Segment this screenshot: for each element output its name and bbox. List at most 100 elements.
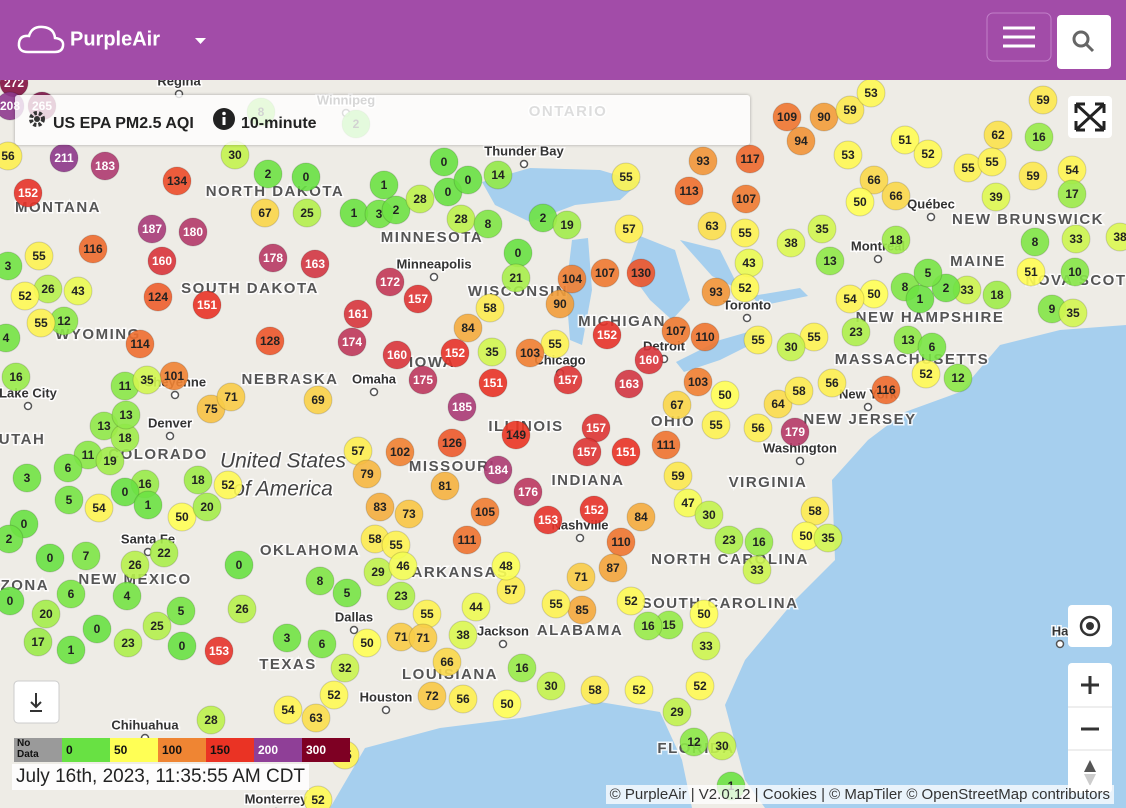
sensor[interactable]: 51 <box>1016 257 1046 287</box>
sensor[interactable]: 172 <box>375 267 405 297</box>
zoom-in-button[interactable] <box>1081 676 1099 694</box>
sensor[interactable]: 16 <box>507 653 537 683</box>
sensor[interactable]: 5 <box>913 258 943 288</box>
sensor[interactable]: 4 <box>0 323 21 353</box>
sensor[interactable]: 30 <box>707 731 737 761</box>
sensor[interactable]: 160 <box>382 340 412 370</box>
compass-button[interactable] <box>1084 760 1096 772</box>
sensor[interactable]: 14 <box>483 160 513 190</box>
sensor[interactable]: 104 <box>557 264 587 294</box>
sensor[interactable]: 161 <box>343 299 373 329</box>
sensor[interactable]: 94 <box>786 126 816 156</box>
sensor[interactable]: 33 <box>1061 224 1091 254</box>
sensor[interactable]: 55 <box>24 241 54 271</box>
sensor[interactable]: 18 <box>110 423 140 453</box>
sensor[interactable]: 16 <box>1024 122 1054 152</box>
sensor[interactable]: 52 <box>911 359 941 389</box>
sensor[interactable]: 35 <box>132 365 162 395</box>
sensor[interactable]: 2 <box>253 159 283 189</box>
sensor[interactable]: 157 <box>553 365 583 395</box>
sensor[interactable]: 6 <box>53 453 83 483</box>
sensor[interactable]: 58 <box>800 496 830 526</box>
sensor[interactable]: 55 <box>953 153 983 183</box>
sensor[interactable]: 46 <box>388 551 418 581</box>
sensor[interactable]: 63 <box>697 211 727 241</box>
sensor[interactable]: 2 <box>381 195 411 225</box>
sensor[interactable]: 163 <box>300 249 330 279</box>
sensor[interactable]: 18 <box>982 280 1012 310</box>
sensor[interactable]: 38 <box>1105 222 1126 252</box>
sensor[interactable]: 6 <box>917 332 947 362</box>
sensor[interactable]: 23 <box>841 317 871 347</box>
sensor[interactable]: 30 <box>536 671 566 701</box>
sensor[interactable]: 10 <box>1060 257 1090 287</box>
sensor[interactable]: 71 <box>566 562 596 592</box>
sensor[interactable]: 116 <box>871 375 901 405</box>
sensor[interactable]: 152 <box>13 178 43 208</box>
sensor[interactable]: 16 <box>744 527 774 557</box>
sensor[interactable]: 50 <box>845 187 875 217</box>
sensor[interactable]: 56 <box>817 368 847 398</box>
sensor[interactable]: 5 <box>166 596 196 626</box>
sensor[interactable]: 151 <box>611 437 641 467</box>
sensor[interactable]: 35 <box>813 523 843 553</box>
sensor[interactable]: 59 <box>663 461 693 491</box>
sensor[interactable]: 3 <box>272 623 302 653</box>
sensor[interactable]: 187 <box>137 214 167 244</box>
sensor[interactable]: 153 <box>204 636 234 666</box>
sensor[interactable]: 66 <box>432 647 462 677</box>
sensor[interactable]: 90 <box>545 289 575 319</box>
sensor[interactable]: 0 <box>82 614 112 644</box>
sensor[interactable]: 163 <box>614 369 644 399</box>
sensor[interactable]: 58 <box>784 376 814 406</box>
sensor[interactable]: 33 <box>742 555 772 585</box>
sensor[interactable]: 12 <box>943 363 973 393</box>
sensor[interactable]: 8 <box>305 566 335 596</box>
sensor[interactable]: 105 <box>470 497 500 527</box>
sensor[interactable]: 43 <box>734 248 764 278</box>
sensor[interactable]: 52 <box>685 671 715 701</box>
sensor[interactable]: 1 <box>369 170 399 200</box>
sensor[interactable]: 93 <box>688 146 718 176</box>
sensor[interactable]: 152 <box>579 495 609 525</box>
sensor[interactable]: 56 <box>448 684 478 714</box>
sensor[interactable]: 18 <box>183 465 213 495</box>
sensor[interactable]: 0 <box>291 162 321 192</box>
sensor[interactable]: 103 <box>683 367 713 397</box>
brand-menu-caret[interactable] <box>195 38 206 44</box>
sensor[interactable]: 52 <box>319 680 349 710</box>
sensor[interactable]: 56 <box>743 413 773 443</box>
sensor[interactable]: 54 <box>835 284 865 314</box>
sensor[interactable]: 152 <box>592 320 622 350</box>
sensor[interactable]: 50 <box>710 380 740 410</box>
sensor[interactable]: 17 <box>1057 179 1087 209</box>
sensor[interactable]: 30 <box>220 140 250 170</box>
sensor[interactable]: 174 <box>337 327 367 357</box>
sensor[interactable]: 56 <box>0 141 23 171</box>
sensor[interactable]: 160 <box>147 246 177 276</box>
sensor[interactable]: 124 <box>143 282 173 312</box>
sensor[interactable]: 53 <box>856 78 886 108</box>
sensor[interactable]: 134 <box>162 166 192 196</box>
sensor[interactable]: 1 <box>133 490 163 520</box>
sensor[interactable]: 28 <box>196 705 226 735</box>
sensor[interactable]: 72 <box>417 681 447 711</box>
sensor[interactable]: 66 <box>859 165 889 195</box>
sensor[interactable]: 52 <box>213 470 243 500</box>
sensor[interactable]: 16 <box>633 611 663 641</box>
sensor[interactable]: 109 <box>772 102 802 132</box>
sensor[interactable]: 29 <box>363 557 393 587</box>
sensor[interactable]: 6 <box>307 629 337 659</box>
sensor[interactable]: 66 <box>881 181 911 211</box>
sensor[interactable]: 57 <box>496 575 526 605</box>
sensor[interactable]: 84 <box>626 502 656 532</box>
sensor[interactable]: 59 <box>1018 161 1048 191</box>
sensor[interactable]: 52 <box>624 675 654 705</box>
sensor[interactable]: 160 <box>634 345 664 375</box>
sensor[interactable]: 26 <box>33 274 63 304</box>
sensor[interactable]: 47 <box>673 488 703 518</box>
sensor[interactable]: 38 <box>776 228 806 258</box>
sensor[interactable]: 55 <box>730 218 760 248</box>
sensor[interactable]: 157 <box>403 284 433 314</box>
sensor[interactable]: 19 <box>552 210 582 240</box>
